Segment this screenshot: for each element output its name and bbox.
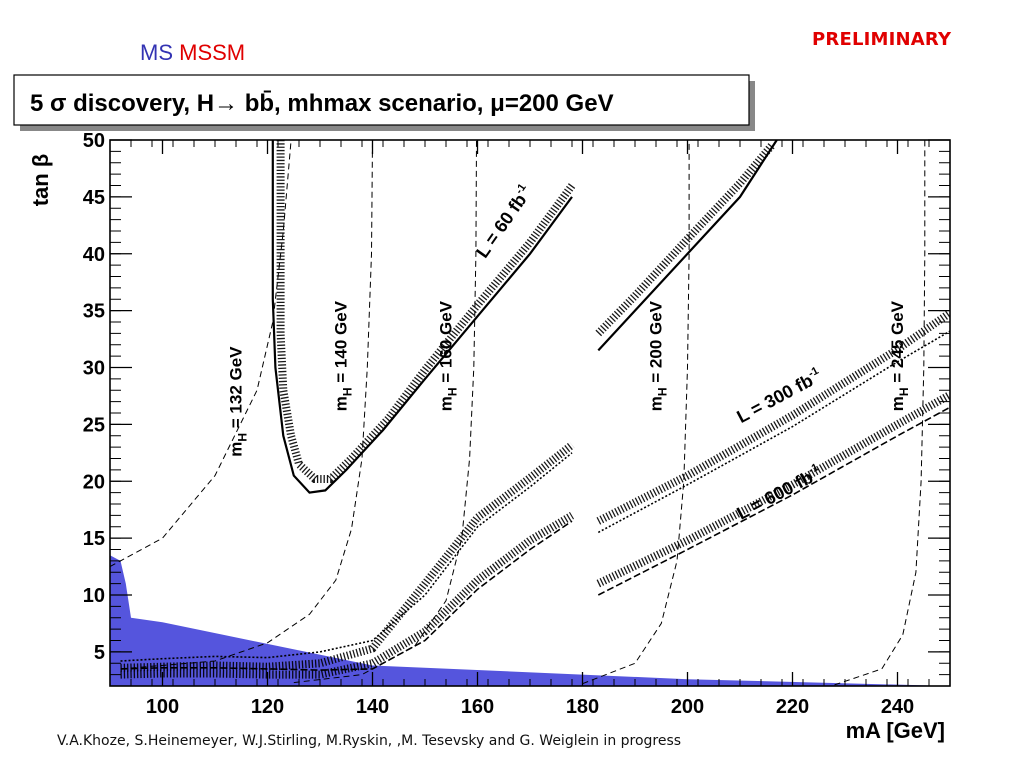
x-axis-label: mA [GeV]	[846, 718, 945, 743]
slide-title-mssm: MSSM	[179, 40, 246, 65]
x-tick-label: 120	[251, 696, 284, 718]
y-tick-label: 50	[83, 130, 105, 152]
mass-contour-label-4: mH = 245 GeV	[888, 300, 911, 411]
x-tick-label: 140	[356, 696, 389, 718]
y-tick-label: 25	[83, 414, 105, 436]
mass-contour-1	[120, 140, 373, 670]
chart-title-box: 5 σ discovery, H→ bb̄, mhmax scenario, μ…	[13, 74, 755, 131]
mass-contour-0	[110, 140, 292, 568]
mass-contour-label-2: mH = 160 GeV	[436, 300, 459, 411]
y-tick-label: 30	[83, 358, 105, 380]
x-tick-label: 180	[566, 696, 599, 718]
mass-contour-label-1: mH = 140 GeV	[331, 300, 354, 411]
axis-titles: tan β mA [GeV]	[28, 154, 945, 743]
mass-contour-label-3: mH = 200 GeV	[646, 300, 669, 411]
slide-title: MS MSSM	[140, 40, 245, 66]
credit-line: V.A.Khoze, S.Heinemeyer, W.J.Stirling, M…	[57, 733, 682, 749]
lumi-contour-2-1	[597, 406, 950, 596]
lumi-contour-1-1	[597, 330, 950, 534]
mass-contour-3	[582, 140, 690, 685]
y-tick-label: 10	[83, 585, 105, 607]
lumi-contour-0-1	[597, 140, 778, 352]
slide-title-ms: MS	[140, 40, 173, 65]
y-tick-label: 40	[83, 244, 105, 266]
y-axis-label: tan β	[28, 154, 53, 207]
x-tick-label: 220	[776, 696, 809, 718]
chart-title: 5 σ discovery, H→ bb̄, mhmax scenario, μ…	[30, 90, 614, 117]
y-tick-label: 45	[83, 187, 105, 209]
lumi-contour-label-1: L = 300 fb-1	[733, 365, 825, 427]
x-tick-label: 240	[881, 696, 914, 718]
preliminary-label: PRELIMINARY	[812, 29, 952, 50]
x-tick-label: 100	[146, 696, 179, 718]
y-tick-label: 15	[83, 528, 105, 550]
x-tick-label: 160	[461, 696, 494, 718]
lumi-band-2-1	[596, 391, 950, 588]
y-tick-label: 20	[83, 471, 105, 493]
mass-contour-2	[293, 140, 477, 684]
plot-area: mH = 132 GeV mH = 140 GeV mH = 160 GeV mH =…	[83, 130, 951, 718]
x-tick-label: 200	[671, 696, 704, 718]
lumi-contour-0-0	[271, 140, 573, 494]
lumi-band-0-1	[595, 143, 775, 337]
lumi-contour-1-0	[120, 452, 573, 662]
y-tick-label: 5	[94, 642, 105, 664]
lumi-contour-2-0	[120, 520, 573, 671]
mass-contour-4	[834, 140, 926, 686]
mass-contour-label-0: mH = 132 GeV	[226, 346, 249, 457]
y-tick-label: 35	[83, 301, 105, 323]
lumi-contour-label-0: L = 60 fb-1	[471, 182, 536, 262]
lumi-contour-label-2: L = 600 fb-1	[733, 461, 825, 523]
lumi-band-0-0	[276, 140, 576, 483]
lumi-band-1-1	[596, 309, 950, 525]
